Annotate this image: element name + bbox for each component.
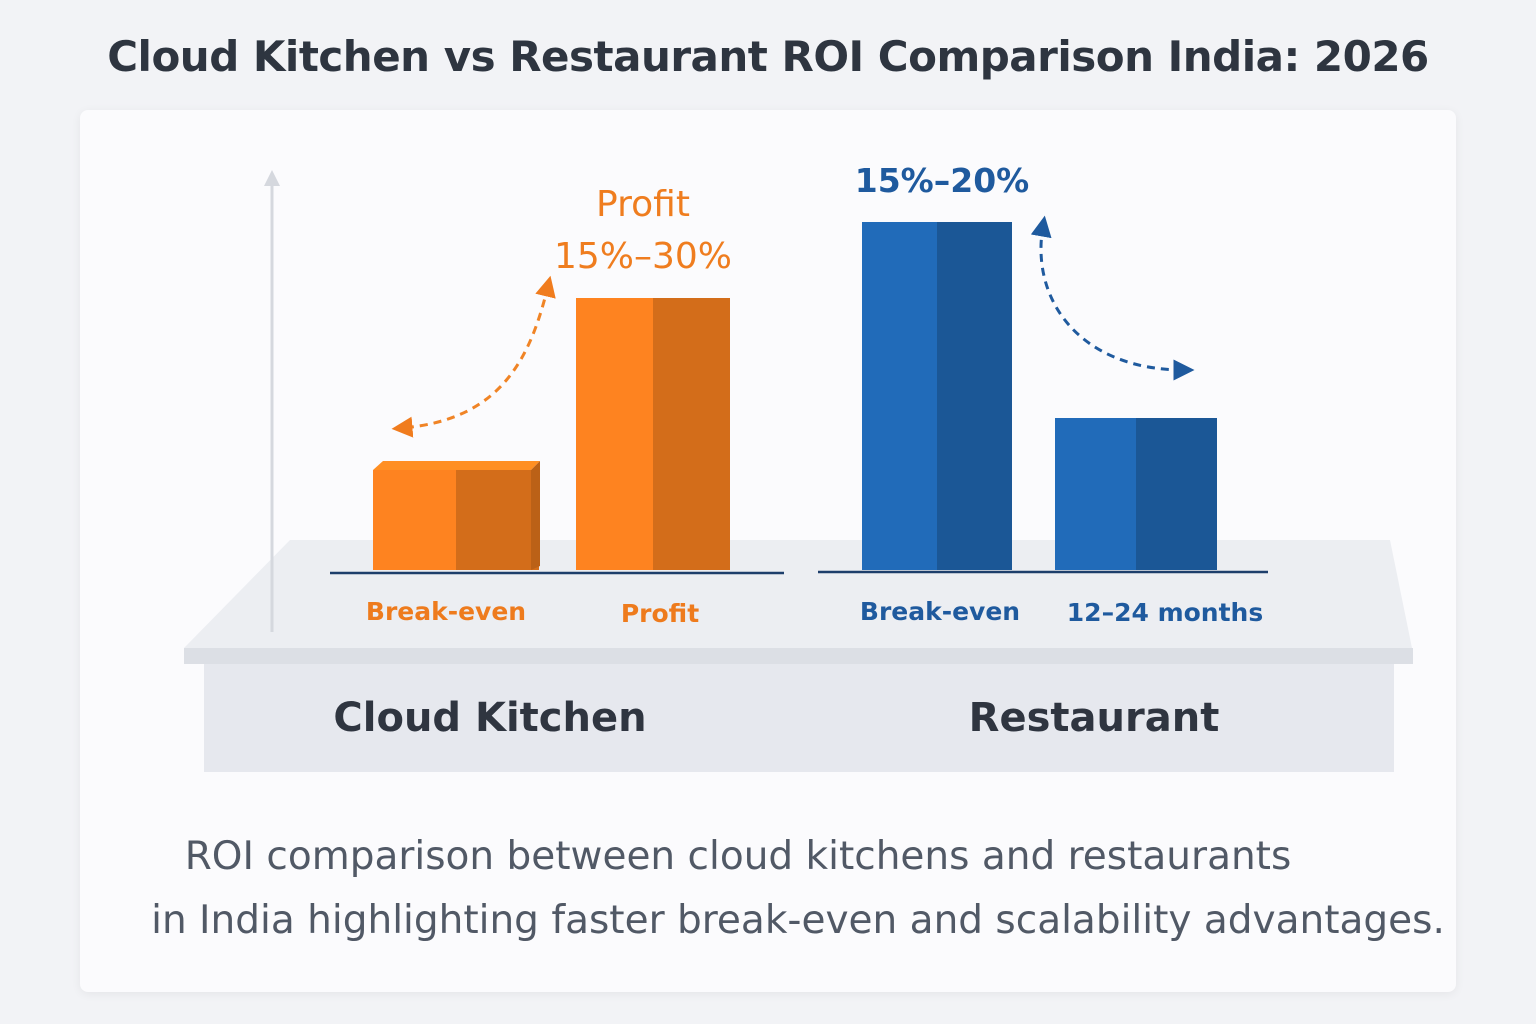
bar-label-1-1: 12–24 months — [1067, 598, 1263, 627]
page-title: Cloud Kitchen vs Restaurant ROI Comparis… — [107, 32, 1429, 81]
bar-1-1-left — [1055, 418, 1137, 570]
caption-line-2: in India highlighting faster break-even … — [151, 898, 1445, 943]
arrow-cloud-kitchen — [391, 275, 556, 438]
group-label-1: Restaurant — [969, 695, 1220, 741]
bar-0-1-left — [576, 298, 654, 570]
bar-0-0-right — [456, 470, 539, 570]
bar-1-0-right — [937, 222, 1012, 570]
bar-0-0-side-face — [531, 461, 540, 570]
bar-label-0-1: Profit — [621, 599, 699, 628]
bar-0-0-left — [373, 470, 457, 570]
y-axis-arrowhead — [264, 170, 280, 186]
bar-label-0-0: Break-even — [366, 597, 526, 626]
caption-line-1: ROI comparison between cloud kitchens an… — [184, 834, 1292, 879]
bar-1-1-right — [1136, 418, 1217, 570]
group-label-0: Cloud Kitchen — [333, 695, 646, 741]
platform-edge — [184, 648, 1413, 664]
bar-annotation-1-0-0: 15%–20% — [855, 161, 1029, 200]
bar-annotation-0-1-1: 15%–30% — [554, 236, 732, 277]
platform-top — [184, 540, 1412, 648]
platform-front — [204, 664, 1394, 772]
bar-label-1-0: Break-even — [860, 597, 1020, 626]
bar-annotation-0-1-0: Profit — [596, 184, 690, 225]
bar-0-0-top-face — [373, 461, 540, 470]
bar-0-1-right — [653, 298, 730, 570]
bar-1-0-left — [862, 222, 938, 570]
arrow-restaurant — [1030, 215, 1195, 381]
